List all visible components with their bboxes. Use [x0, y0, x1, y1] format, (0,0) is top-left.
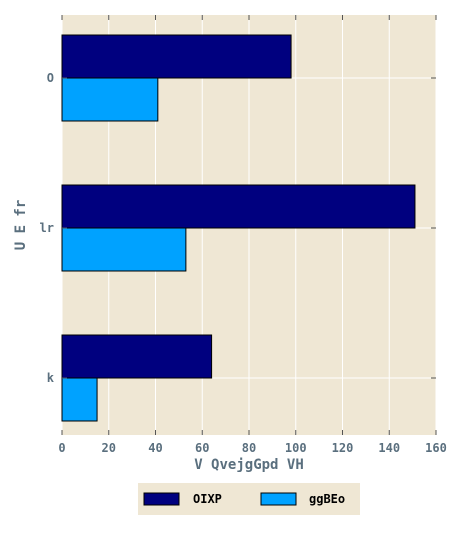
- axis-ticks: 0 20 40 60 80 100 120 140 160 Olr k: [40, 15, 447, 455]
- x-tick-label: 40: [148, 441, 162, 455]
- bars: [61, 34, 416, 422]
- x-tick-label: 80: [242, 441, 256, 455]
- bar-ggbeo-o: [61, 77, 159, 122]
- y-axis-label: U E fr: [13, 200, 29, 251]
- y-tick-label: lr: [40, 221, 54, 235]
- x-tick-label: 140: [378, 441, 400, 455]
- x-axis-label: V QvejgGpd VH: [194, 457, 304, 473]
- bar-ggbeo-k: [61, 377, 98, 422]
- legend: OIXP ggBEo: [138, 483, 360, 515]
- legend-swatch-ggbeo: [260, 492, 297, 506]
- bar-ggbeo-lr: [61, 227, 187, 272]
- legend-swatch-oixp: [143, 492, 180, 506]
- x-tick-label: 120: [332, 441, 354, 455]
- bar-oixp-o: [61, 34, 292, 79]
- bar-oixp-lr: [61, 184, 416, 229]
- legend-label-oixp: OIXP: [193, 492, 222, 506]
- x-tick-label: 20: [102, 441, 116, 455]
- x-tick-label: 160: [425, 441, 447, 455]
- x-tick-label: 100: [285, 441, 307, 455]
- y-tick-label: k: [47, 371, 55, 385]
- x-tick-label: 60: [195, 441, 209, 455]
- legend-label-ggbeo: ggBEo: [309, 492, 345, 506]
- y-tick-label: O: [47, 71, 54, 85]
- bar-oixp-k: [61, 334, 213, 379]
- x-tick-label: 0: [58, 441, 65, 455]
